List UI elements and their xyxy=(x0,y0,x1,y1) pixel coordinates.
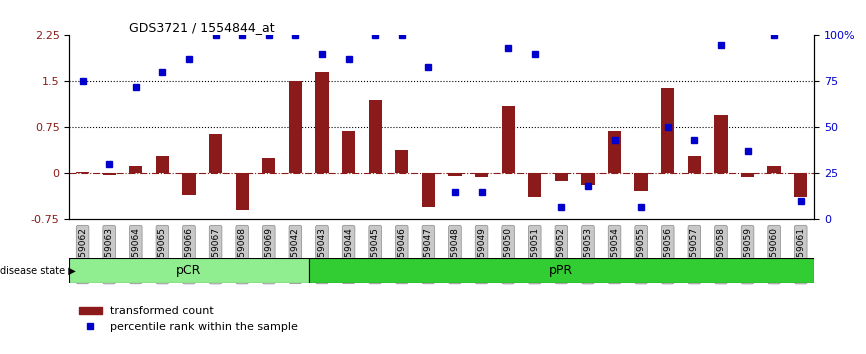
Bar xyxy=(449,173,462,176)
Bar xyxy=(528,173,541,197)
Legend: transformed count, percentile rank within the sample: transformed count, percentile rank withi… xyxy=(74,302,303,336)
Text: pCR: pCR xyxy=(177,264,202,277)
Bar xyxy=(262,158,275,173)
Bar xyxy=(581,173,595,184)
Bar xyxy=(395,150,409,173)
Bar xyxy=(741,173,754,177)
Bar xyxy=(76,172,89,173)
Bar xyxy=(369,100,382,173)
Bar xyxy=(501,106,514,173)
Text: disease state ▶: disease state ▶ xyxy=(0,266,75,276)
Bar xyxy=(714,115,727,173)
Bar xyxy=(661,87,675,173)
Bar xyxy=(688,156,701,173)
Bar xyxy=(794,173,807,197)
Text: GDS3721 / 1554844_at: GDS3721 / 1554844_at xyxy=(129,21,275,34)
Bar xyxy=(129,166,142,173)
Bar xyxy=(236,173,249,210)
Bar xyxy=(475,173,488,177)
Bar xyxy=(288,81,302,173)
Bar xyxy=(315,72,328,173)
Bar xyxy=(342,131,355,173)
Bar xyxy=(156,156,169,173)
Bar xyxy=(767,166,781,173)
Bar xyxy=(102,173,116,175)
FancyBboxPatch shape xyxy=(69,258,308,283)
Text: pPR: pPR xyxy=(549,264,573,277)
Bar xyxy=(422,173,435,207)
Bar xyxy=(183,173,196,195)
Bar xyxy=(635,173,648,191)
Bar xyxy=(608,131,621,173)
Bar xyxy=(555,173,568,181)
FancyBboxPatch shape xyxy=(308,258,814,283)
Bar xyxy=(209,133,223,173)
